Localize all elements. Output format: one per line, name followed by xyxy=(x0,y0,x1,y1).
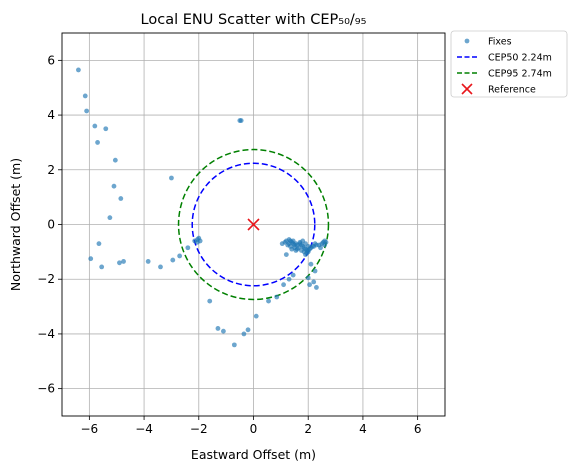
fix-point xyxy=(293,248,299,253)
y-tick-label: 4 xyxy=(47,108,55,122)
fix-point xyxy=(96,241,102,247)
fix-point xyxy=(322,242,328,248)
fix-point xyxy=(241,331,247,337)
fix-point xyxy=(318,245,323,251)
y-axis-label: Northward Offset (m) xyxy=(8,158,23,291)
reference-layer xyxy=(247,218,260,231)
fix-point xyxy=(304,250,310,256)
fix-point xyxy=(305,275,311,281)
fix-point xyxy=(307,282,312,288)
fix-point xyxy=(207,298,213,304)
fix-point xyxy=(112,157,118,163)
fix-point xyxy=(266,298,271,304)
fix-point xyxy=(286,276,292,282)
fix-point xyxy=(103,126,109,132)
y-tick-label: 2 xyxy=(47,163,55,177)
fix-point xyxy=(238,118,244,123)
fix-point xyxy=(286,241,292,247)
fix-point xyxy=(95,140,100,145)
fix-point xyxy=(308,261,314,267)
y-tick-label: −2 xyxy=(37,272,55,286)
fix-point xyxy=(92,123,98,129)
legend-label: CEP95 2.74m xyxy=(488,69,552,80)
fix-point xyxy=(231,342,237,348)
x-tick-label: −4 xyxy=(135,422,153,436)
fix-point xyxy=(312,268,318,274)
fix-point xyxy=(88,256,94,262)
fix-point xyxy=(118,196,124,201)
y-tick-label: 0 xyxy=(47,218,55,232)
legend-entry: Fixes xyxy=(464,37,512,48)
fix-point xyxy=(245,327,251,333)
fix-point xyxy=(185,245,191,251)
x-tick-label: −2 xyxy=(190,422,208,436)
fix-point xyxy=(290,238,296,244)
cep-circle xyxy=(191,162,316,287)
legend-x-stroke xyxy=(461,83,473,95)
fix-point xyxy=(305,243,311,249)
x-tick-label: 2 xyxy=(304,422,312,436)
cep-circle xyxy=(177,148,330,301)
fix-point xyxy=(311,279,317,285)
fix-point xyxy=(290,272,296,278)
legend-entry: Reference xyxy=(461,83,536,96)
x-axis-label: Eastward Offset (m) xyxy=(191,447,316,462)
legend-frame xyxy=(450,30,568,98)
fix-point xyxy=(170,257,176,263)
fix-point xyxy=(312,241,318,247)
fix-point xyxy=(117,260,122,266)
scatter-points xyxy=(76,67,329,348)
fix-point xyxy=(274,294,280,300)
legend: Fixes CEP50 2.24m CEP95 2.74m Reference xyxy=(450,30,568,98)
fix-point xyxy=(158,264,163,270)
fix-point xyxy=(82,93,88,99)
x-tick-label: 6 xyxy=(414,422,422,436)
fix-point xyxy=(289,246,295,252)
fix-point xyxy=(145,259,151,264)
fix-point xyxy=(111,183,117,189)
fix-point xyxy=(177,253,183,259)
fix-point xyxy=(283,252,289,257)
fix-point xyxy=(121,259,126,264)
x-tick-label: −6 xyxy=(81,422,99,436)
legend-marker xyxy=(464,38,470,44)
fix-point xyxy=(215,326,221,331)
y-tick-label: −4 xyxy=(37,327,55,341)
overlay-layer xyxy=(177,148,330,301)
fix-point xyxy=(107,215,113,221)
legend-entry: CEP95 2.74m xyxy=(457,69,552,80)
y-tick-label: 6 xyxy=(47,53,55,67)
fix-point xyxy=(253,313,259,319)
y-tick-label: −6 xyxy=(37,382,55,396)
fix-point xyxy=(169,175,174,181)
fix-point xyxy=(300,238,306,244)
x-tick-label: 0 xyxy=(250,422,258,436)
chart-title: Local ENU Scatter with CEP₅₀/₉₅ xyxy=(141,12,367,28)
fix-point xyxy=(84,108,90,114)
fix-point xyxy=(221,328,226,334)
fix-point xyxy=(197,238,203,244)
reference-marker xyxy=(247,218,260,231)
legend-label: Fixes xyxy=(488,37,512,48)
fix-point xyxy=(314,285,319,290)
axis-ticks: −6 −4 −2 0 2 4 6 −6 −4 −2 0 2 4 6 xyxy=(37,53,421,436)
legend-entry: CEP50 2.24m xyxy=(457,53,552,64)
x-tick-label: 4 xyxy=(359,422,367,436)
legend-label: CEP50 2.24m xyxy=(488,53,552,64)
legend-label: Reference xyxy=(488,85,536,96)
fix-point xyxy=(281,282,286,288)
fix-point xyxy=(76,67,81,73)
fix-point xyxy=(99,264,105,270)
